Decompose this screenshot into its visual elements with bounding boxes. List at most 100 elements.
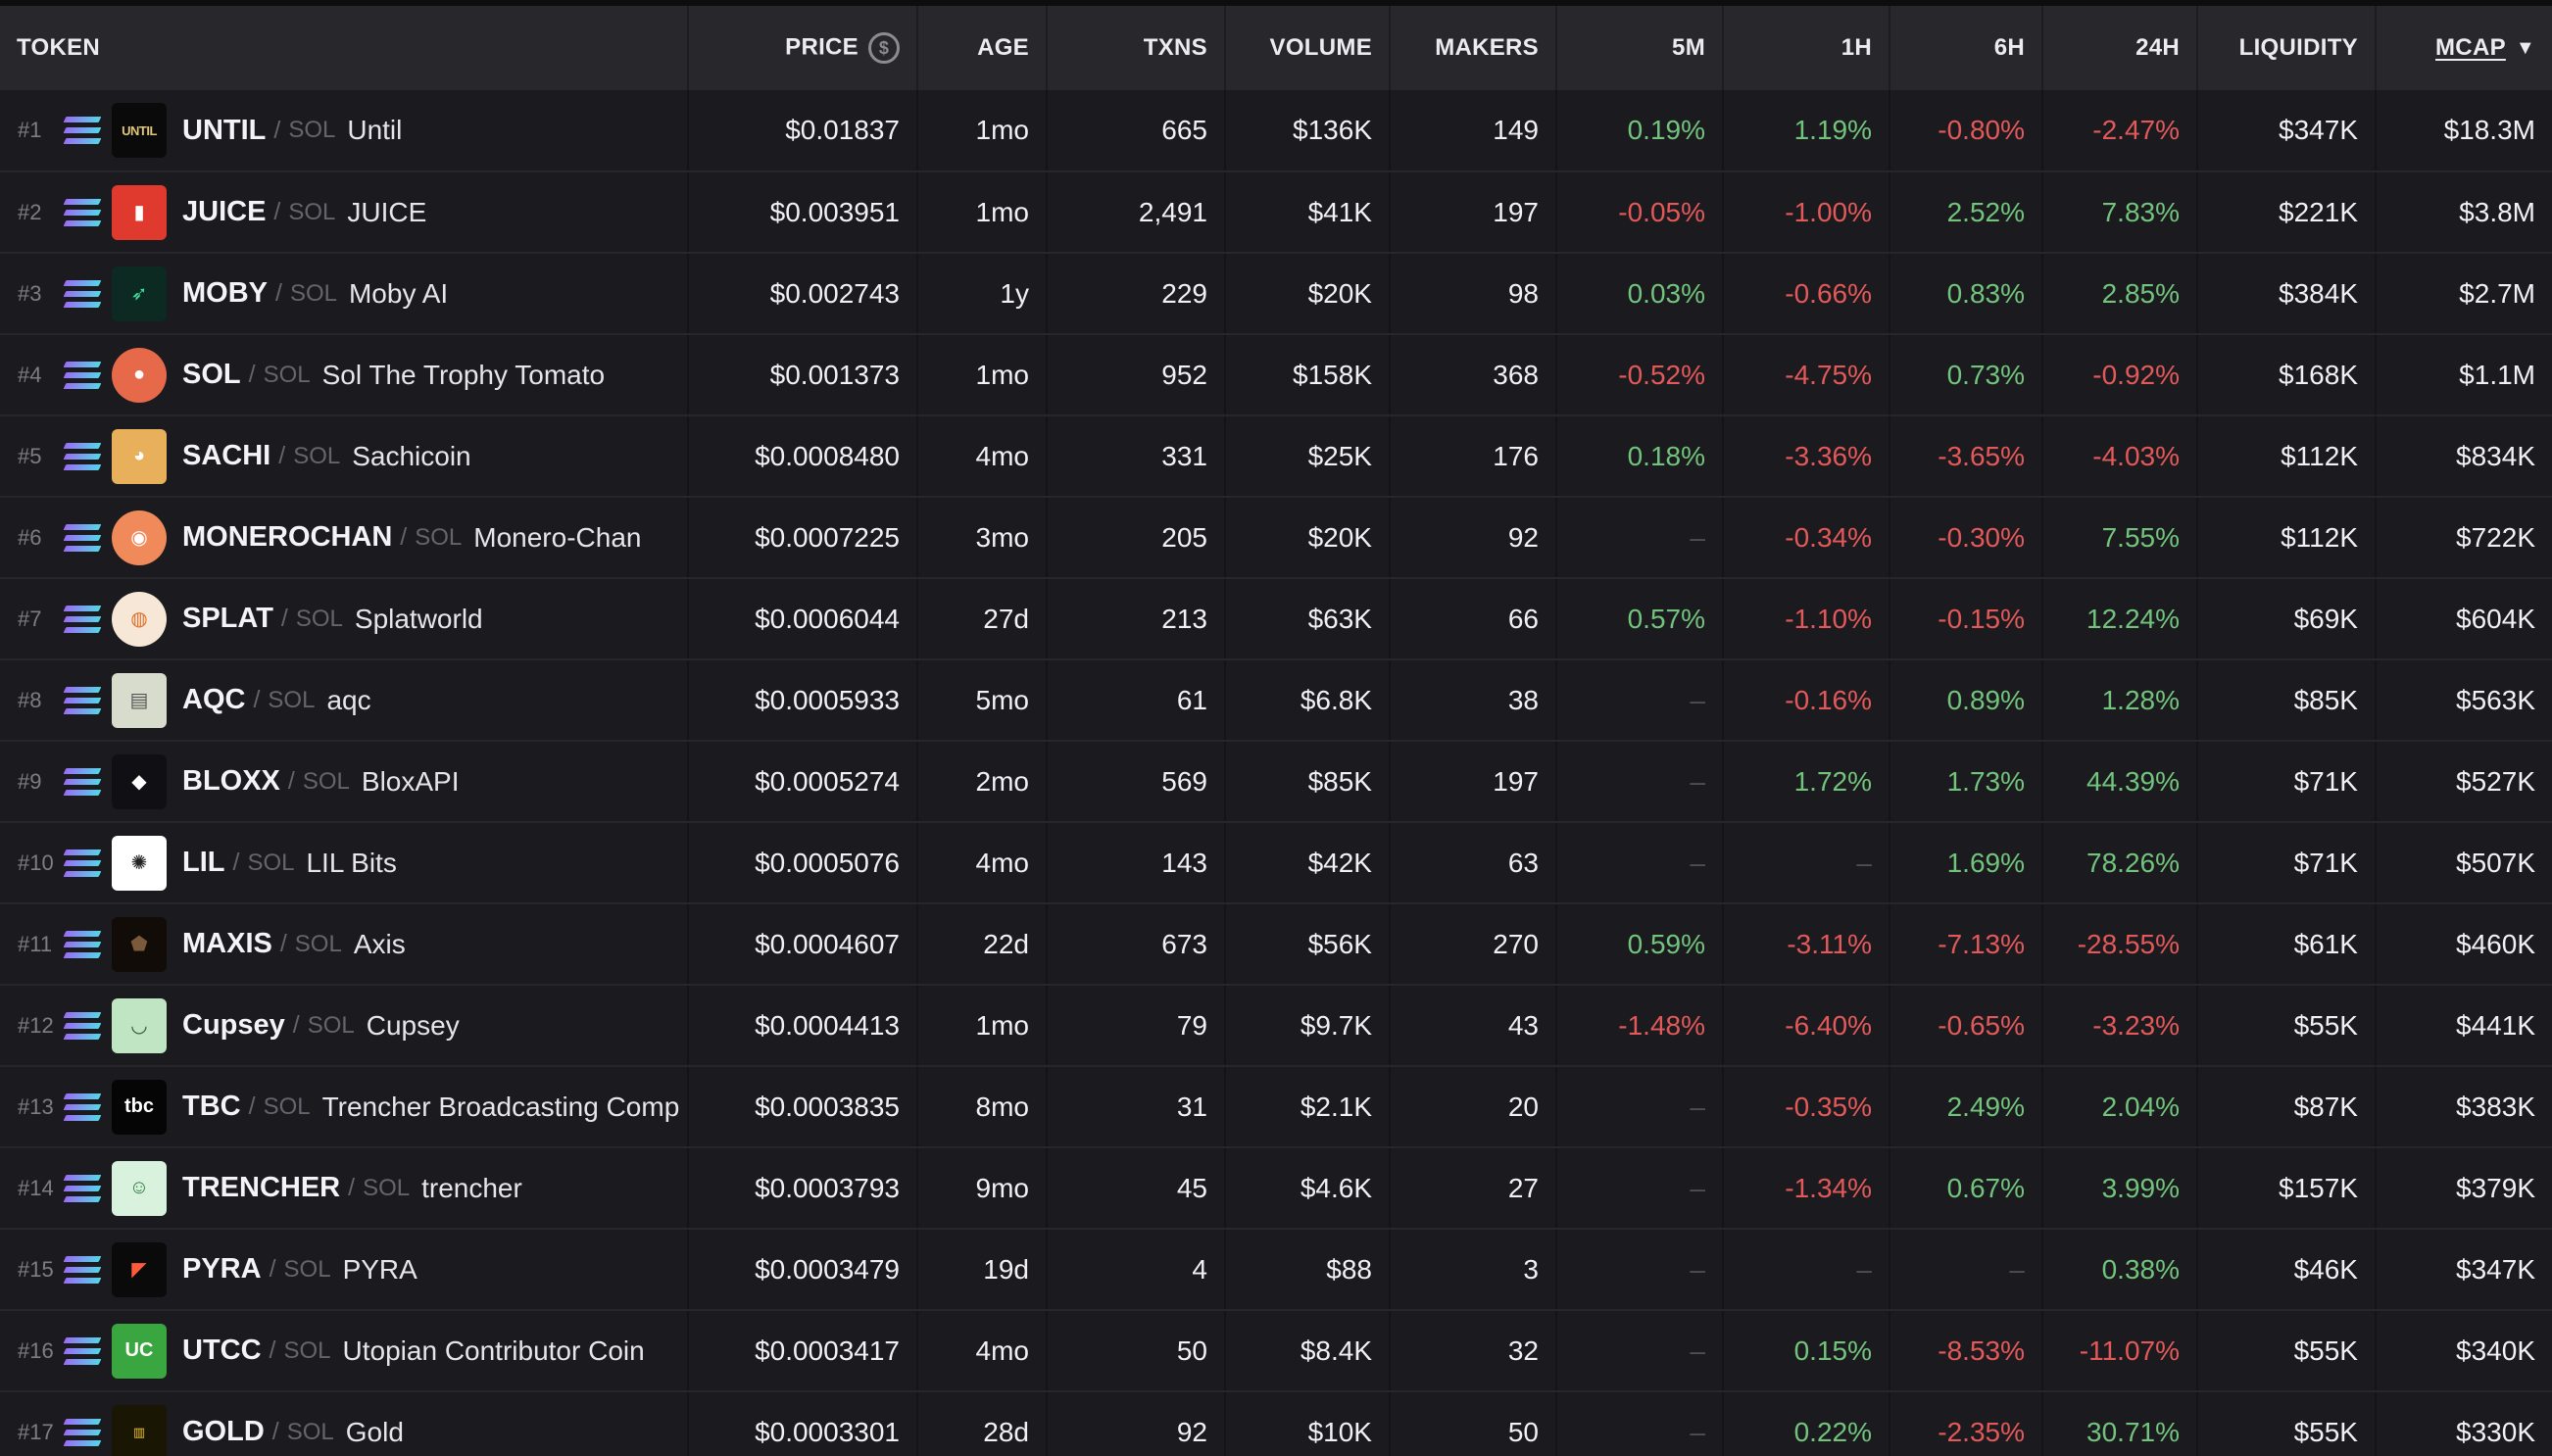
change-6h-cell: -2.35% — [1889, 1391, 2043, 1456]
col-volume[interactable]: VOLUME — [1225, 6, 1391, 90]
solana-icon — [63, 1092, 102, 1121]
table-row[interactable]: #17 ▥ GOLD / SOL Gold $0.0003301 28d 92 $10K 50–0.… — [0, 1391, 2552, 1456]
token-cell[interactable]: #1 UNTIL UNTIL / SOL Until — [0, 90, 689, 172]
change-1h-cell: – — [1723, 1229, 1890, 1311]
token-cell[interactable]: #10 ✺ LIL / SOL LIL Bits — [0, 822, 689, 904]
token-cell[interactable]: #13 tbc TBC / SOL Trencher Broadcasting Comp — [0, 1066, 689, 1148]
col-liquidity[interactable]: LIQUIDITY — [2197, 6, 2377, 90]
separator: / — [400, 523, 408, 551]
change-1h-cell: – — [1723, 822, 1890, 904]
volume-cell: $4.6K — [1225, 1147, 1391, 1230]
price-cell: $0.0003301 — [688, 1391, 918, 1456]
col-5m[interactable]: 5M — [1556, 6, 1724, 90]
solana-icon — [63, 117, 102, 144]
solana-icon — [63, 849, 102, 877]
col-txns[interactable]: TXNS — [1047, 6, 1226, 90]
change-5m-cell: – — [1556, 1310, 1724, 1392]
separator: / — [248, 1092, 256, 1120]
token-cell[interactable]: #5 ◕ SACHI / SOL Sachicoin — [0, 415, 689, 498]
token-cell[interactable]: #15 ◤ PYRA / SOL PYRA — [0, 1229, 689, 1311]
liquidity-cell: $61K — [2197, 903, 2377, 986]
change-5m-cell: 0.03% — [1556, 253, 1724, 335]
solana-icon — [63, 1174, 102, 1202]
table-row[interactable]: #1 UNTIL UNTIL / SOL Until $0.01837 1mo 665 $136K… — [0, 90, 2552, 172]
volume-cell: $136K — [1225, 90, 1391, 172]
token-symbol: AQC — [182, 684, 246, 715]
table-row[interactable]: #10 ✺ LIL / SOL LIL Bits $0.0005076 4mo 143 $42K 6… — [0, 822, 2552, 904]
token-name: Monero-Chan — [473, 521, 642, 553]
table-row[interactable]: #4 ● SOL / SOL Sol The Trophy Tomato $0.001373… — [0, 334, 2552, 416]
token-name: Axis — [353, 928, 406, 959]
token-cell[interactable]: #16 UC UTCC / SOL Utopian Contributor Coin — [0, 1310, 689, 1392]
token-name: Gold — [345, 1416, 404, 1447]
table-row[interactable]: #9 ◆ BLOXX / SOL BloxAPI $0.0005274 2mo 569 $85K 1… — [0, 741, 2552, 823]
table-row[interactable]: #13 tbc TBC / SOL Trencher Broadcasting Comp $… — [0, 1066, 2552, 1148]
token-cell[interactable]: #11 ⬟ MAXIS / SOL Axis — [0, 903, 689, 986]
caret-down-icon[interactable]: ▼ — [2515, 37, 2535, 60]
txns-cell: 331 — [1047, 415, 1226, 498]
tomato-logo-icon: ● — [112, 347, 167, 403]
makers-cell: 92 — [1390, 497, 1557, 579]
col-mcap-label[interactable]: MCAP — [2435, 34, 2506, 61]
col-6h[interactable]: 6H — [1889, 6, 2043, 90]
table-row[interactable]: #16 UC UTCC / SOL Utopian Contributor Coin $0.… — [0, 1310, 2552, 1392]
table-row[interactable]: #11 ⬟ MAXIS / SOL Axis $0.0004607 22d 673 $56K 270… — [0, 903, 2552, 986]
token-cell[interactable]: #3 ➶ MOBY / SOL Moby AI — [0, 253, 689, 335]
separator: / — [275, 279, 282, 307]
table-row[interactable]: #15 ◤ PYRA / SOL PYRA $0.0003479 19d 4 $88 3– – –0.3… — [0, 1229, 2552, 1311]
rank-label: #9 — [18, 768, 42, 794]
token-cell[interactable]: #6 ◉ MONEROCHAN / SOL Monero-Chan — [0, 497, 689, 579]
token-cell[interactable]: #2 ▮ JUICE / SOL JUICE — [0, 171, 689, 254]
col-makers[interactable]: MAKERS — [1390, 6, 1557, 90]
price-cell: $0.0008480 — [688, 415, 918, 498]
change-1h-cell: -0.35% — [1723, 1066, 1890, 1148]
token-symbol: MOBY — [182, 277, 268, 309]
table-row[interactable]: #14 ☺ TRENCHER / SOL trencher $0.0003793 9mo 45 $… — [0, 1147, 2552, 1230]
rank-label: #11 — [18, 931, 53, 956]
token-symbol: BLOXX — [182, 765, 280, 797]
rank-label: #10 — [18, 849, 54, 875]
col-liquidity-label: LIQUIDITY — [2238, 34, 2358, 61]
change-1h-cell: -0.66% — [1723, 253, 1890, 335]
col-24h[interactable]: 24H — [2042, 6, 2198, 90]
col-mcap[interactable]: MCAP ▼ — [2376, 6, 2552, 90]
rank-label: #14 — [18, 1175, 54, 1200]
chain-label: SOL — [294, 930, 342, 957]
table-row[interactable]: #7 ◍ SPLAT / SOL Splatworld $0.0006044 27d 213 $6… — [0, 578, 2552, 660]
token-cell[interactable]: #12 ◡ Cupsey / SOL Cupsey — [0, 985, 689, 1067]
makers-cell: 197 — [1390, 171, 1557, 254]
price-cell: $0.0006044 — [688, 578, 918, 660]
mcap-cell: $460K — [2376, 903, 2552, 986]
change-1h-cell: -1.00% — [1723, 171, 1890, 254]
change-6h-cell: -0.65% — [1889, 985, 2043, 1067]
change-5m-cell: – — [1556, 1229, 1724, 1311]
mcap-cell: $563K — [2376, 659, 2552, 742]
token-cell[interactable]: #14 ☺ TRENCHER / SOL trencher — [0, 1147, 689, 1230]
col-age[interactable]: AGE — [917, 6, 1048, 90]
chain-label: SOL — [268, 686, 316, 713]
change-1h-cell: -3.36% — [1723, 415, 1890, 498]
usd-circle-icon[interactable]: $ — [868, 32, 900, 64]
token-cell[interactable]: #4 ● SOL / SOL Sol The Trophy Tomato — [0, 334, 689, 416]
price-cell: $0.0004413 — [688, 985, 918, 1067]
chain-label: SOL — [363, 1174, 411, 1201]
token-cell[interactable]: #8 ▤ AQC / SOL aqc — [0, 659, 689, 742]
volume-cell: $158K — [1225, 334, 1391, 416]
table-row[interactable]: #12 ◡ Cupsey / SOL Cupsey $0.0004413 1mo 79 $9.7K… — [0, 985, 2552, 1067]
table-row[interactable]: #3 ➶ MOBY / SOL Moby AI $0.002743 1y 229 $20K 98 0.… — [0, 253, 2552, 335]
table-row[interactable]: #8 ▤ AQC / SOL aqc $0.0005933 5mo 61 $6.8K 38– -0.1… — [0, 659, 2552, 742]
table-row[interactable]: #6 ◉ MONEROCHAN / SOL Monero-Chan $0.0007225 3m… — [0, 497, 2552, 579]
table-row[interactable]: #2 ▮ JUICE / SOL JUICE $0.003951 1mo 2,491 $41K 19… — [0, 171, 2552, 254]
change-6h-cell: -0.80% — [1889, 90, 2043, 172]
token-cell[interactable]: #9 ◆ BLOXX / SOL BloxAPI — [0, 741, 689, 823]
change-5m-cell: -0.05% — [1556, 171, 1724, 254]
txns-cell: 673 — [1047, 903, 1226, 986]
col-price[interactable]: PRICE $ — [688, 6, 918, 90]
token-cell[interactable]: #7 ◍ SPLAT / SOL Splatworld — [0, 578, 689, 660]
col-1h[interactable]: 1H — [1723, 6, 1890, 90]
table-row[interactable]: #5 ◕ SACHI / SOL Sachicoin $0.0008480 4mo 331 $25… — [0, 415, 2552, 498]
price-cell: $0.0003793 — [688, 1147, 918, 1230]
makers-cell: 3 — [1390, 1229, 1557, 1311]
col-token[interactable]: TOKEN — [0, 6, 689, 90]
token-cell[interactable]: #17 ▥ GOLD / SOL Gold — [0, 1391, 689, 1456]
